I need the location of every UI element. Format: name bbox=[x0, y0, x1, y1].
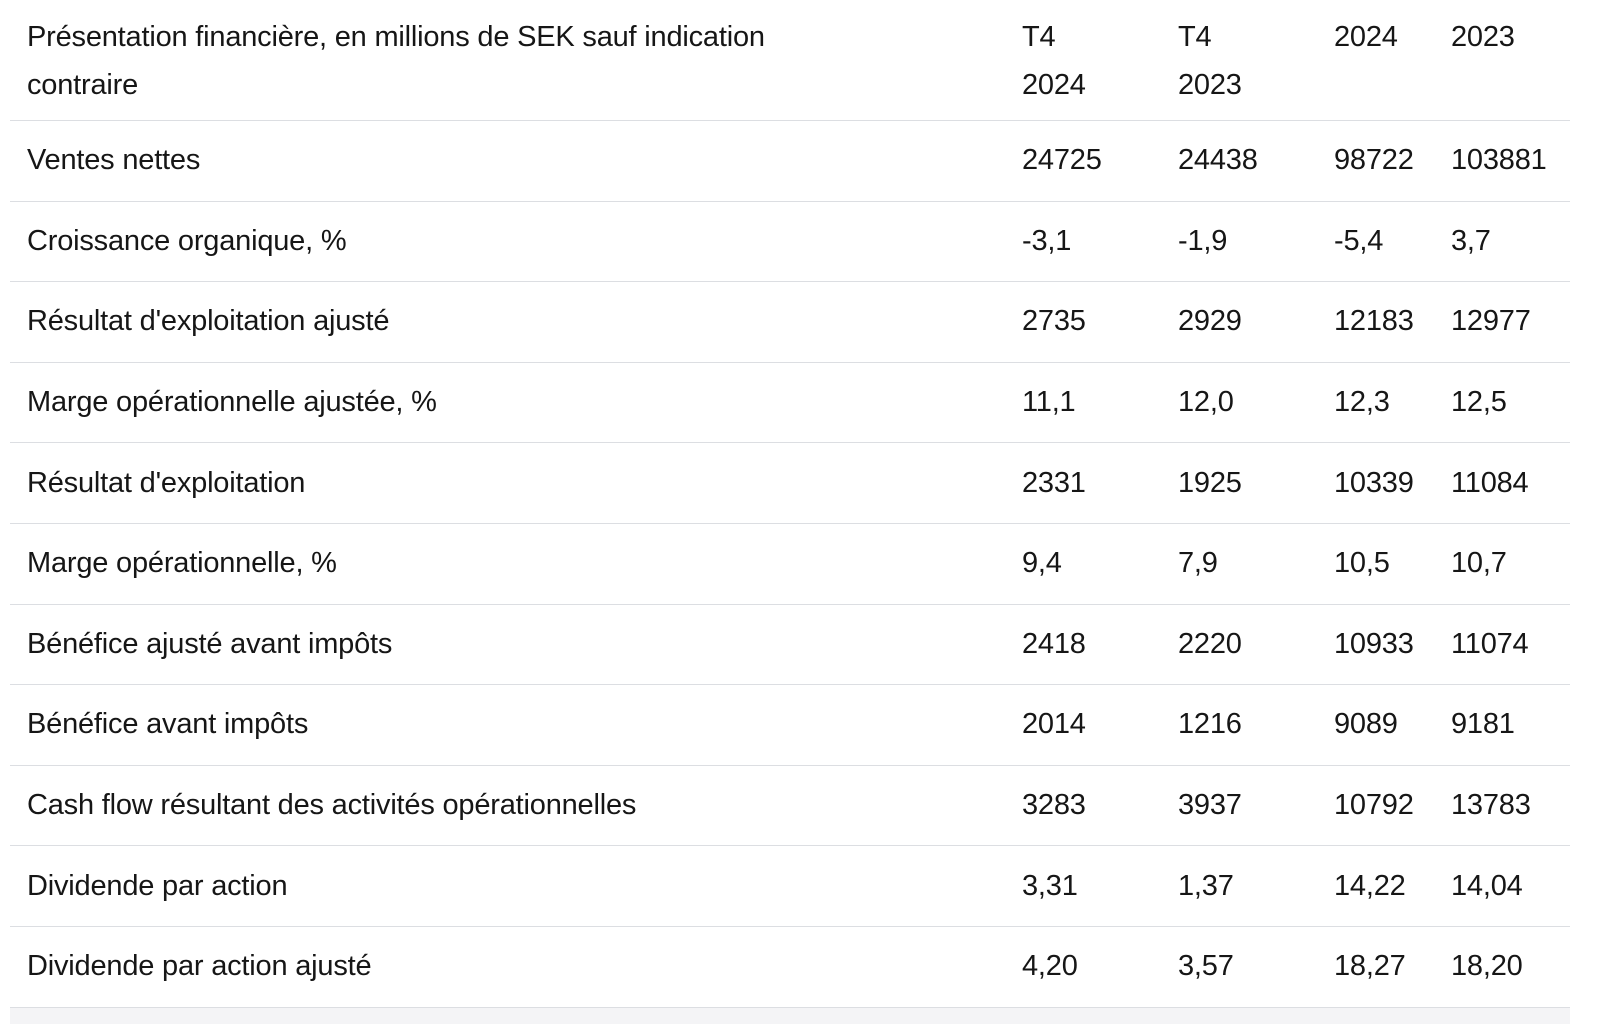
cell-value: 3937 bbox=[1178, 789, 1242, 822]
cell-value: 2735 bbox=[1022, 305, 1086, 338]
column-header-text: 2023 bbox=[1451, 21, 1515, 53]
cell-value: 24725 bbox=[1022, 144, 1102, 177]
table-row: Ventes nettes 24725 24438 98722 103881 bbox=[10, 121, 1570, 202]
row-label: Dividende par action bbox=[27, 869, 288, 902]
row-label: Résultat d'exploitation ajusté bbox=[27, 305, 390, 338]
header-label: Présentation financière, en millions de … bbox=[10, 13, 1022, 120]
cell-value: 9181 bbox=[1451, 708, 1515, 741]
row-label: Croissance organique, % bbox=[27, 224, 347, 257]
cell-value: 14,22 bbox=[1334, 869, 1406, 902]
column-header-text: 2024 bbox=[1022, 69, 1086, 101]
cell-value: -3,1 bbox=[1022, 224, 1072, 257]
header-label-line1: Présentation financière, en millions de … bbox=[27, 21, 765, 53]
table-row: Bénéfice avant impôts 2014 1216 9089 918… bbox=[10, 685, 1570, 766]
column-header-t4-2024: T4 2024 bbox=[1022, 13, 1178, 120]
cell-value: 14,04 bbox=[1451, 869, 1523, 902]
cell-value: 11,1 bbox=[1022, 386, 1076, 419]
cell-value: 7,9 bbox=[1178, 547, 1218, 580]
table-row: Marge opérationnelle ajustée, % 11,1 12,… bbox=[10, 363, 1570, 444]
cell-value: -1,9 bbox=[1178, 224, 1228, 257]
column-header-text: T4 bbox=[1022, 21, 1056, 53]
cell-value: 2331 bbox=[1022, 466, 1086, 499]
table-row: Dividende par action ajusté 4,20 3,57 18… bbox=[10, 927, 1570, 1008]
column-header-text: 2023 bbox=[1178, 69, 1242, 101]
row-label: Résultat d'exploitation bbox=[27, 466, 306, 499]
table-row: Bénéfice ajusté avant impôts 2418 2220 1… bbox=[10, 605, 1570, 686]
row-label: Bénéfice ajusté avant impôts bbox=[27, 627, 393, 660]
cell-value: 4,20 bbox=[1022, 950, 1078, 983]
cell-value: 10339 bbox=[1334, 466, 1414, 499]
cell-value: 12183 bbox=[1334, 305, 1414, 338]
table-row: Résultat d'exploitation ajusté 2735 2929… bbox=[10, 282, 1570, 363]
header-label-line2: contraire bbox=[27, 69, 139, 101]
cell-value: 18,27 bbox=[1334, 950, 1406, 983]
cell-value: 2014 bbox=[1022, 708, 1086, 741]
cell-value: 98722 bbox=[1334, 144, 1414, 177]
table-row: Résultat d'exploitation 2331 1925 10339 … bbox=[10, 443, 1570, 524]
cell-value: 10792 bbox=[1334, 789, 1414, 822]
cell-value: 10,5 bbox=[1334, 547, 1390, 580]
cell-value: 18,20 bbox=[1451, 950, 1523, 983]
column-header-text: 2024 bbox=[1334, 21, 1398, 53]
cell-value: 2220 bbox=[1178, 627, 1242, 660]
cell-value: 24438 bbox=[1178, 144, 1258, 177]
row-label: Bénéfice avant impôts bbox=[27, 708, 309, 741]
cell-value: 12,0 bbox=[1178, 386, 1234, 419]
cell-value: 1216 bbox=[1178, 708, 1242, 741]
cell-value: 3,57 bbox=[1178, 950, 1234, 983]
next-row-partial-strip bbox=[10, 1008, 1570, 1024]
table-row: Marge opérationnelle, % 9,4 7,9 10,5 10,… bbox=[10, 524, 1570, 605]
cell-value: -5,4 bbox=[1334, 224, 1384, 257]
row-label: Ventes nettes bbox=[27, 144, 201, 177]
cell-value: 2929 bbox=[1178, 305, 1242, 338]
column-header-2024: 2024 bbox=[1334, 13, 1451, 120]
cell-value: 2418 bbox=[1022, 627, 1086, 660]
cell-value: 10933 bbox=[1334, 627, 1414, 660]
cell-value: 9089 bbox=[1334, 708, 1398, 741]
cell-value: 3283 bbox=[1022, 789, 1086, 822]
row-label: Dividende par action ajusté bbox=[27, 950, 372, 983]
table-header-row: Présentation financière, en millions de … bbox=[10, 0, 1570, 121]
cell-value: 11074 bbox=[1451, 627, 1529, 660]
cell-value: 1,37 bbox=[1178, 869, 1234, 902]
cell-value: 12,3 bbox=[1334, 386, 1390, 419]
cell-value: 3,31 bbox=[1022, 869, 1078, 902]
row-label: Marge opérationnelle, % bbox=[27, 547, 337, 580]
financial-table: Présentation financière, en millions de … bbox=[10, 0, 1570, 1008]
table-row: Dividende par action 3,31 1,37 14,22 14,… bbox=[10, 846, 1570, 927]
cell-value: 9,4 bbox=[1022, 547, 1062, 580]
cell-value: 10,7 bbox=[1451, 547, 1507, 580]
column-header-t4-2023: T4 2023 bbox=[1178, 13, 1334, 120]
cell-value: 12,5 bbox=[1451, 386, 1507, 419]
cell-value: 1925 bbox=[1178, 466, 1242, 499]
cell-value: 13783 bbox=[1451, 789, 1531, 822]
cell-value: 103881 bbox=[1451, 144, 1547, 177]
table-row: Croissance organique, % -3,1 -1,9 -5,4 3… bbox=[10, 202, 1570, 283]
row-label: Cash flow résultant des activités opérat… bbox=[27, 789, 637, 822]
table-row: Cash flow résultant des activités opérat… bbox=[10, 766, 1570, 847]
column-header-text: T4 bbox=[1178, 21, 1212, 53]
cell-value: 3,7 bbox=[1451, 224, 1491, 257]
cell-value: 11084 bbox=[1451, 466, 1529, 499]
column-header-2023: 2023 bbox=[1451, 13, 1570, 120]
row-label: Marge opérationnelle ajustée, % bbox=[27, 386, 437, 419]
cell-value: 12977 bbox=[1451, 305, 1531, 338]
